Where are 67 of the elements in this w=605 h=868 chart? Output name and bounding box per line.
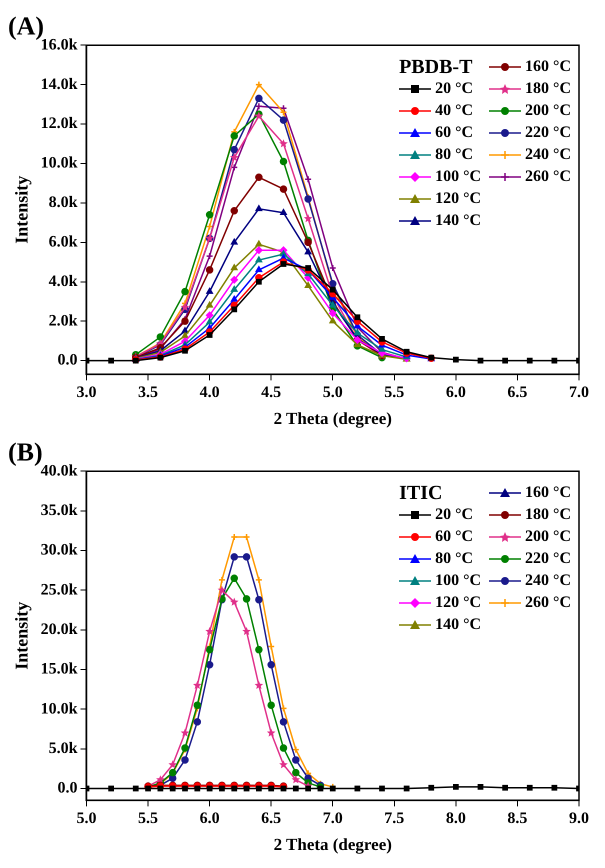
y-tick-label: 8.0k xyxy=(48,194,78,212)
x-tick-label: 5.0 xyxy=(322,384,343,402)
x-tick-label: 7.5 xyxy=(384,810,404,828)
y-tick-label: 12.0k xyxy=(40,115,78,132)
y-tick-label: 10.0k xyxy=(40,154,78,172)
legend-label: 40 °C xyxy=(435,102,474,119)
legend-label: 220 °C xyxy=(525,124,571,141)
y-tick-label: 40.0k xyxy=(40,462,78,480)
y-tick-label: 0.0 xyxy=(58,780,78,797)
legend-label: 20 °C xyxy=(435,80,474,97)
x-axis-title: 2 Theta (degree) xyxy=(274,835,392,854)
legend-label: 180 °C xyxy=(525,506,571,523)
x-tick-label: 9.0 xyxy=(569,810,589,828)
x-tick-label: 7.0 xyxy=(569,384,589,402)
legend-label: 140 °C xyxy=(435,212,482,229)
y-tick-label: 10.0k xyxy=(40,700,78,718)
x-tick-label: 4.0 xyxy=(200,384,220,402)
y-tick-label: 15.0k xyxy=(40,660,78,678)
legend-label: 240 °C xyxy=(525,572,571,589)
legend-label: 200 °C xyxy=(525,102,571,119)
legend-label: 260 °C xyxy=(525,168,571,185)
legend-label: 100 °C xyxy=(435,168,482,185)
legend-label: 120 °C xyxy=(435,594,482,611)
y-axis-title: Intensity xyxy=(11,602,32,670)
legend-label: 100 °C xyxy=(435,572,482,589)
y-tick-label: 2.0k xyxy=(48,312,78,330)
legend-label: 20 °C xyxy=(435,506,474,523)
x-tick-label: 6.0 xyxy=(200,810,220,828)
y-tick-label: 30.0k xyxy=(40,542,78,559)
y-tick-label: 14.0k xyxy=(40,76,78,93)
legend-label: 60 °C xyxy=(435,124,474,141)
y-tick-label: 4.0k xyxy=(48,272,78,290)
x-tick-label: 5.5 xyxy=(138,810,158,828)
legend-label: 80 °C xyxy=(435,550,474,567)
legend-label: 240 °C xyxy=(525,146,571,163)
y-tick-label: 35.0k xyxy=(40,502,78,520)
x-tick-label: 3.0 xyxy=(76,384,96,402)
legend-label: 60 °C xyxy=(435,528,474,545)
chart-title: (B) xyxy=(8,437,43,466)
legend-label: 260 °C xyxy=(525,594,571,611)
legend-label: 120 °C xyxy=(435,190,482,207)
x-axis-title: 2 Theta (degree) xyxy=(274,409,392,428)
x-tick-label: 7.0 xyxy=(322,810,343,828)
y-tick-label: 6.0k xyxy=(48,233,78,250)
x-tick-label: 3.5 xyxy=(138,384,158,402)
y-axis-title: Intensity xyxy=(11,176,32,244)
x-tick-label: 4.5 xyxy=(261,384,282,402)
y-tick-label: 5.0k xyxy=(48,740,78,757)
x-tick-label: 6.5 xyxy=(261,810,282,828)
legend-label: 220 °C xyxy=(525,550,571,567)
legend-title: PBDB-T xyxy=(399,56,474,78)
legend-label: 200 °C xyxy=(525,528,571,545)
x-tick-label: 8.0 xyxy=(446,810,466,828)
x-tick-label: 8.5 xyxy=(507,810,528,828)
legend-title: ITIC xyxy=(399,482,444,504)
legend-label: 140 °C xyxy=(435,616,482,633)
y-tick-label: 0.0 xyxy=(58,352,78,369)
y-tick-label: 25.0k xyxy=(40,581,78,598)
legend-label: 80 °C xyxy=(435,146,474,163)
legend-label: 160 °C xyxy=(525,484,571,501)
legend-label: 160 °C xyxy=(525,58,571,75)
y-tick-label: 20.0k xyxy=(40,620,78,638)
x-tick-label: 5.5 xyxy=(384,384,404,402)
x-tick-label: 5.0 xyxy=(76,810,96,828)
x-tick-label: 6.5 xyxy=(507,384,528,402)
x-tick-label: 6.0 xyxy=(446,384,466,402)
legend-label: 180 °C xyxy=(525,80,571,97)
